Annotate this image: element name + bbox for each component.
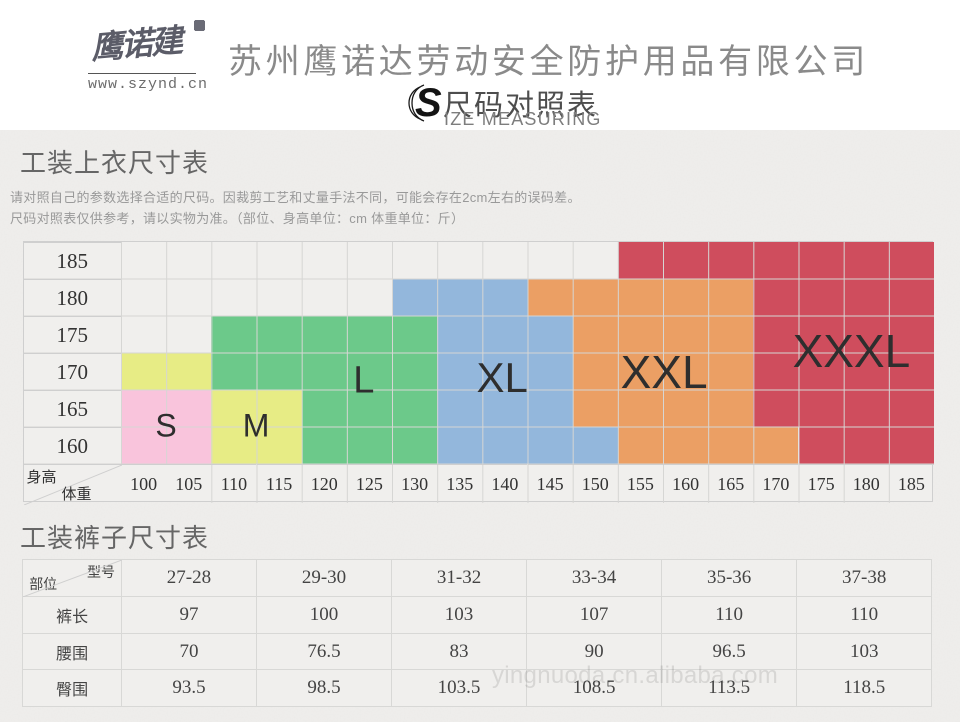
svg-text:鹰诺建: 鹰诺建 bbox=[88, 22, 188, 66]
svg-text:S: S bbox=[415, 81, 442, 125]
